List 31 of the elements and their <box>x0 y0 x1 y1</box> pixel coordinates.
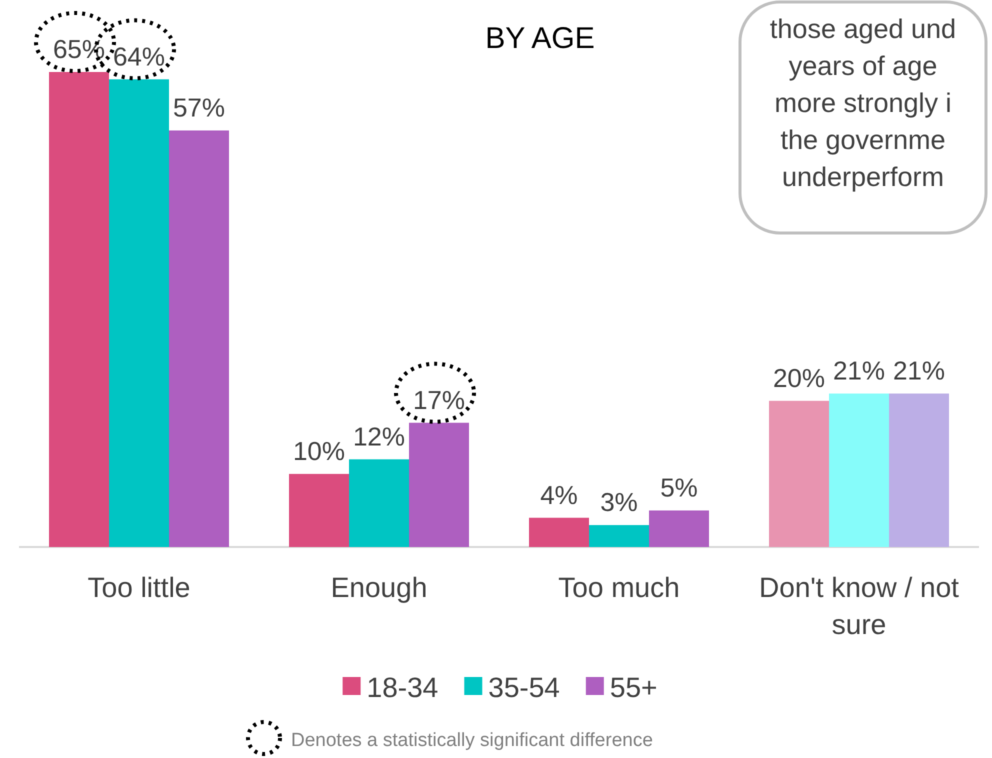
bar <box>889 394 949 547</box>
bar <box>529 518 589 547</box>
bar <box>169 130 229 547</box>
data-label: 17% <box>412 384 466 415</box>
data-label: 20% <box>772 362 826 393</box>
annotation: those aged und years of age more strongly i the governme underperform <box>770 14 956 192</box>
data-label: 65% <box>52 34 106 64</box>
data-label: 57% <box>172 92 226 122</box>
x-tick-label: Too little <box>88 572 190 603</box>
x-tick-label: Enough <box>330 572 428 603</box>
data-label: 12% <box>352 421 406 452</box>
text: Denotes a statistically significant difference <box>291 730 653 751</box>
x-tick-label: Don't know / not sure <box>759 572 960 640</box>
data-label: 21% <box>892 356 946 386</box>
bar <box>589 525 649 547</box>
legend-label: 55+ <box>610 672 658 703</box>
data-label: 4% <box>540 480 578 510</box>
bar <box>649 510 709 547</box>
data-label: 21% <box>832 356 886 386</box>
data-label: 64% <box>112 41 166 72</box>
bar <box>829 394 889 547</box>
chart-title: BY AGE <box>485 22 595 55</box>
bar <box>289 474 349 547</box>
bar <box>349 459 409 547</box>
legend-label: 18-34 <box>366 672 438 703</box>
bar <box>769 400 829 547</box>
legend-label: 35-54 <box>488 672 560 703</box>
data-label: 3% <box>600 487 638 518</box>
x-tick-label: Too much <box>558 572 680 603</box>
data-label: 5% <box>660 472 698 502</box>
data-label: 10% <box>292 436 346 466</box>
